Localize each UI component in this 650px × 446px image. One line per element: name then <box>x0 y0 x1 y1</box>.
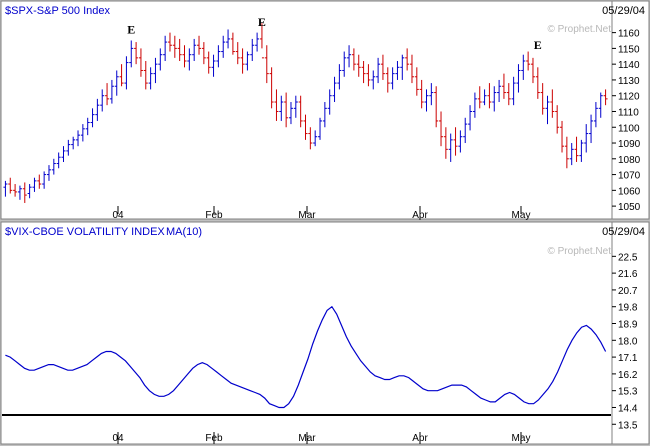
spx-y-tick-label: 1120 <box>618 92 640 103</box>
spx-date: 05/29/04 <box>602 5 645 17</box>
spx-y-tick-label: 1130 <box>618 76 640 87</box>
spx-plot-area <box>0 0 613 220</box>
spx-y-tick-label: 1110 <box>618 107 639 118</box>
vix-watermark: © Prophet.Net <box>547 246 611 257</box>
vix-x-tick-label: Apr <box>412 433 428 444</box>
vix-y-tick-label: 19.8 <box>618 303 638 314</box>
vix-y-tick-label: 18.9 <box>618 320 638 331</box>
vix-y-tick-label: 18.0 <box>618 336 638 347</box>
spx-y-tick-label: 1090 <box>618 139 641 150</box>
vix-x-tick-label: May <box>512 433 531 444</box>
vix-title: $VIX-CBOE VOLATILITY INDEX <box>5 226 165 238</box>
spx-title: $SPX-S&P 500 Index <box>5 5 110 17</box>
spx-x-tick-label: Apr <box>412 210 428 221</box>
vix-date: 05/29/04 <box>602 226 645 238</box>
spx-axis-area <box>611 0 650 220</box>
spx-y-tick-label: 1080 <box>618 155 641 166</box>
spx-y-tick-label: 1140 <box>618 60 640 71</box>
vix-y-tick-label: 15.3 <box>618 387 638 398</box>
spx-y-tick-label: 1150 <box>618 44 640 55</box>
vix-plot-area <box>0 221 613 445</box>
spx-y-tick-label: 1160 <box>618 29 640 40</box>
vix-y-tick-label: 20.7 <box>618 286 638 297</box>
spx-watermark: © Prophet.Net <box>547 24 611 35</box>
spx-x-tick-label: Mar <box>298 210 316 221</box>
spx-x-tick-label: 04 <box>112 210 124 221</box>
vix-y-tick-label: 16.2 <box>618 370 638 381</box>
spx-y-tick-label: 1070 <box>618 171 641 182</box>
vix-y-tick-label: 14.4 <box>618 403 638 414</box>
spx-y-tick-label: 1100 <box>618 123 640 134</box>
vix-y-tick-label: 17.1 <box>618 353 638 364</box>
spx-y-tick-label: 1050 <box>618 202 641 213</box>
vix-x-tick-label: Feb <box>205 433 223 444</box>
spx-x-tick-label: Feb <box>205 210 223 221</box>
vix-ma-line <box>5 305 607 409</box>
vix-x-tick-label: Mar <box>298 433 316 444</box>
spx-earnings-marker: E <box>127 22 135 36</box>
spx-x-tick-label: May <box>512 210 531 221</box>
vix-y-tick-label: 22.5 <box>618 252 638 263</box>
vix-y-tick-label: 13.5 <box>618 420 638 431</box>
vix-ma-label: MA(10) <box>166 226 202 238</box>
vix-y-tick-label: 21.6 <box>618 269 638 280</box>
spx-earnings-marker: E <box>258 15 266 29</box>
vix-axis-area <box>611 221 650 445</box>
vix-x-tick-label: 04 <box>112 433 124 444</box>
spx-y-tick-label: 1060 <box>618 186 641 197</box>
spx-earnings-marker: E <box>534 38 542 52</box>
